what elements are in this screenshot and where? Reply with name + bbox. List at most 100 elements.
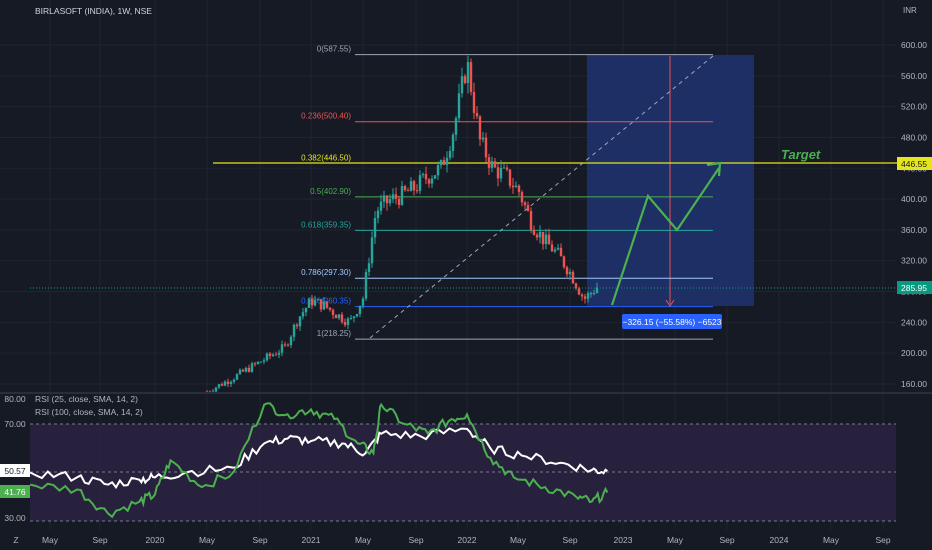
- candle-body: [574, 283, 578, 289]
- time-tick-label: Sep: [719, 535, 734, 545]
- candle-body: [295, 324, 299, 327]
- rsi-slow-value-text: 50.57: [4, 466, 26, 476]
- candle-body: [556, 247, 560, 250]
- rsi-tick-label: 30.00: [4, 513, 26, 523]
- time-tick-label: Sep: [562, 535, 577, 545]
- time-tick-label: 2024: [770, 535, 789, 545]
- candle-body: [565, 267, 569, 275]
- price-tick-label: 560.00: [901, 71, 927, 81]
- candle-body: [352, 316, 356, 319]
- candle-body: [301, 312, 305, 317]
- candle-body: [532, 229, 536, 235]
- candle-body: [334, 314, 338, 319]
- candle-body: [469, 62, 473, 93]
- rsi-slow-value-badge: [0, 464, 30, 477]
- candle-body: [349, 318, 353, 320]
- candle-body: [547, 234, 551, 245]
- price-tick-label: 200.00: [901, 348, 927, 358]
- candle-body: [286, 344, 290, 346]
- time-axis[interactable]: Z May Sep 2020 May Sep 2021 May Sep 2022 May Sep 202…: [13, 535, 890, 545]
- projection-path[interactable]: [610, 167, 720, 306]
- candle-body: [424, 173, 428, 180]
- candle-body: [580, 294, 584, 297]
- rsi-axis: 30.00 70.00 80.00: [4, 394, 26, 523]
- candle-body: [502, 167, 506, 169]
- candle-body: [331, 309, 335, 315]
- symbol-title: BIRLASOFT (INDIA), 1W, NSE: [35, 6, 152, 16]
- candle-body: [322, 301, 326, 310]
- price-tick-label: 600.00: [901, 40, 927, 50]
- last-price-text: 285.95: [901, 283, 927, 293]
- candle-body: [493, 161, 497, 168]
- candle-body: [340, 314, 344, 323]
- candle-body: [490, 161, 494, 168]
- time-tick-label: 2021: [302, 535, 321, 545]
- candle-body: [310, 298, 314, 306]
- candle-body: [292, 324, 296, 337]
- measure-arrow-head: [665, 299, 675, 307]
- time-tick-label: May: [355, 535, 372, 545]
- candle-body: [406, 190, 410, 192]
- candle-body: [376, 210, 380, 219]
- candle-body: [316, 299, 320, 301]
- candle-body: [445, 157, 449, 165]
- candle-body: [511, 185, 515, 188]
- candle-body: [583, 296, 587, 299]
- candle-body: [244, 367, 248, 372]
- candle-body: [586, 293, 590, 299]
- candle-body: [487, 157, 491, 168]
- candle-body: [223, 381, 227, 386]
- candle-body: [553, 249, 557, 252]
- candle-body: [256, 361, 260, 364]
- candle-body: [400, 186, 404, 205]
- candle-body: [274, 354, 278, 356]
- candle-body: [388, 199, 392, 204]
- candle-body: [355, 314, 359, 317]
- candle-body: [283, 344, 287, 346]
- candle-body: [358, 305, 362, 315]
- candle-body: [241, 369, 245, 372]
- price-tick-label: 520.00: [901, 102, 927, 112]
- candle-body: [367, 263, 371, 273]
- rsi-fast-value-text: 41.76: [4, 487, 26, 497]
- candle-body: [232, 379, 236, 382]
- time-tick-label: May: [199, 535, 216, 545]
- candle-body: [508, 169, 512, 186]
- candle-body: [343, 322, 347, 325]
- rsi-tick-label: 80.00: [4, 394, 26, 404]
- candle-body: [382, 195, 386, 202]
- candle-body: [589, 293, 593, 295]
- fibonacci-retracement[interactable]: 0(587.55) 0.236(500.40) 0.382(446.50) 0.5(4…: [301, 45, 713, 340]
- candle-body: [409, 181, 413, 192]
- time-tick-label: 2020: [146, 535, 165, 545]
- candle-body: [328, 307, 332, 310]
- fib-level-label: 0.618(359.35): [301, 220, 351, 229]
- measure-tool[interactable]: [587, 55, 754, 307]
- candle-body: [421, 173, 425, 176]
- candle-body: [478, 116, 482, 140]
- candle-body: [415, 190, 419, 192]
- rsi-fast-value-badge: [0, 485, 30, 498]
- candle-body: [280, 344, 284, 353]
- candle-body: [337, 314, 341, 319]
- candle-body: [268, 353, 272, 356]
- candle-body: [535, 234, 539, 238]
- candle-body: [520, 192, 524, 203]
- candle-body: [394, 194, 398, 199]
- candle-body: [544, 234, 548, 245]
- price-tick-label: 320.00: [901, 256, 927, 266]
- candle-body: [481, 137, 485, 140]
- candle-body: [265, 353, 269, 361]
- currency-label: INR: [903, 6, 917, 15]
- candle-body: [307, 298, 311, 308]
- price-tick-label: 160.00: [901, 379, 927, 389]
- candle-body: [313, 300, 317, 306]
- candle-body: [430, 178, 434, 184]
- rsi-25-line: [29, 402, 609, 519]
- candle-body: [466, 62, 470, 83]
- rsi-legend-slow: RSI (100, close, SMA, 14, 2): [35, 407, 143, 417]
- candle-body: [499, 167, 503, 179]
- fib-level-label: 0.786(297.30): [301, 268, 351, 277]
- candle-body: [412, 181, 416, 191]
- candle-body: [361, 298, 365, 306]
